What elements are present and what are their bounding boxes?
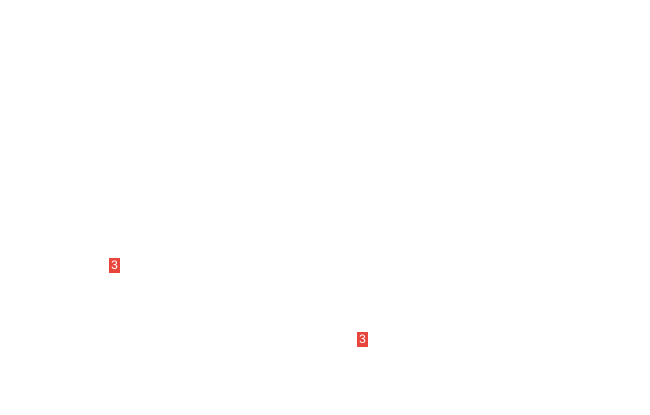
count-badge: 3 bbox=[357, 332, 368, 347]
count-badge: 3 bbox=[109, 258, 120, 273]
